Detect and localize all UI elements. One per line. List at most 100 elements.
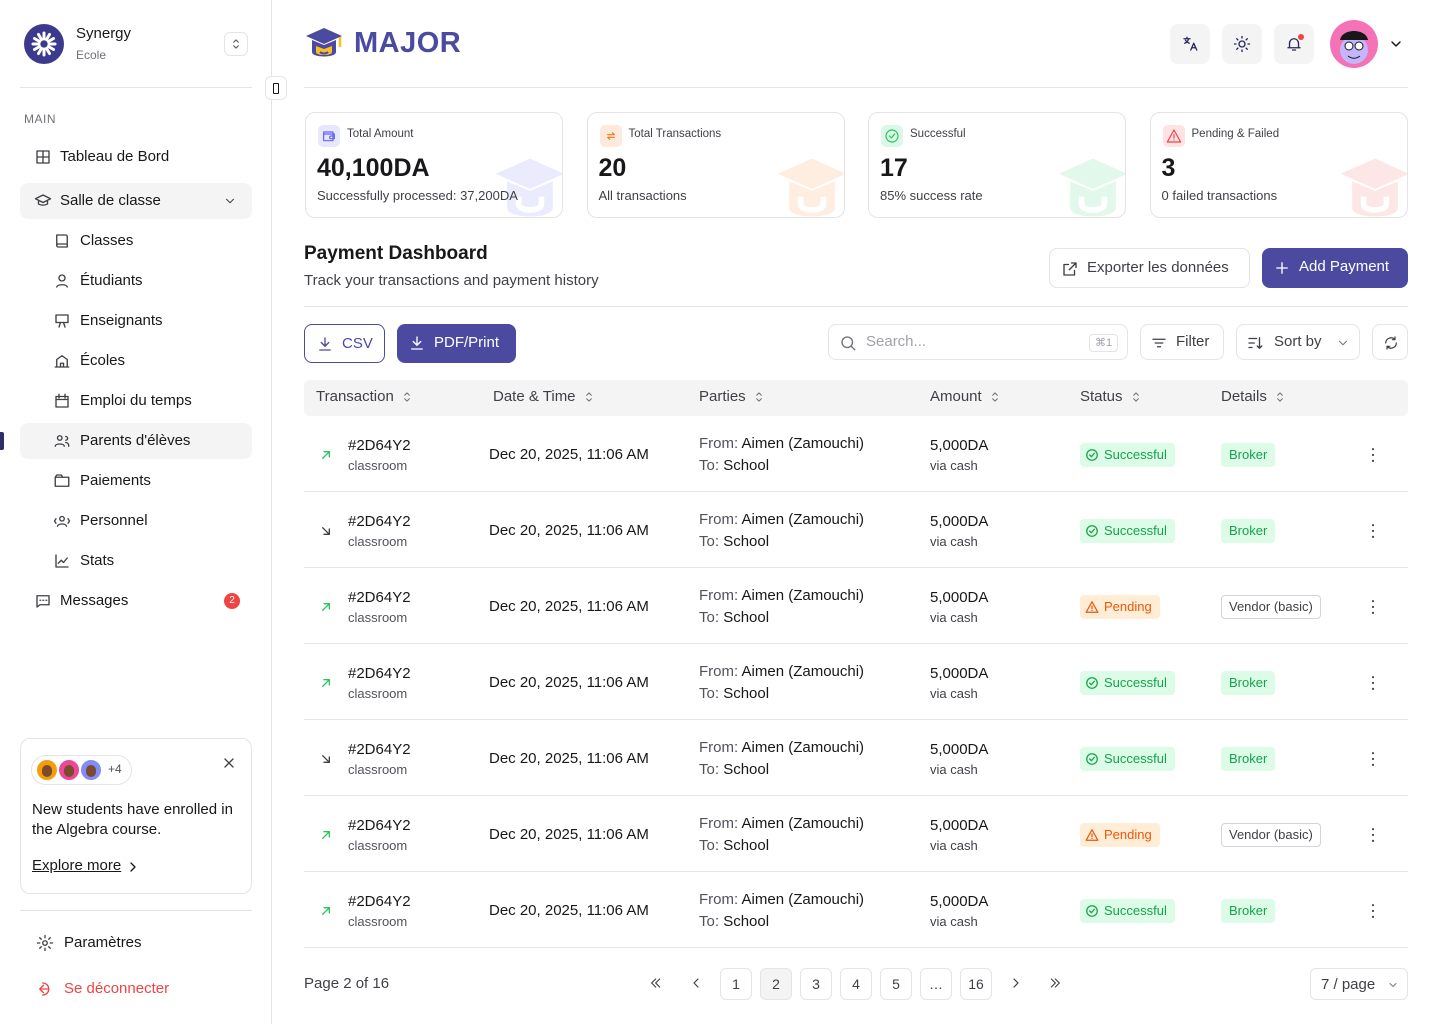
page-button[interactable]: 4 [840, 968, 872, 1000]
icon [318, 523, 334, 539]
stat-value: 20 [598, 154, 627, 182]
csv-button[interactable]: CSV [304, 324, 385, 363]
payment-method: via cash [930, 610, 978, 625]
from-label: From: [699, 435, 739, 452]
stat-icon [881, 125, 903, 147]
to-name: School [723, 761, 770, 778]
nav-subitem[interactable]: Personnel [20, 503, 252, 539]
nav-subitem[interactable]: Écoles [20, 343, 252, 379]
header-button[interactable] [1170, 24, 1210, 64]
details-badge: Broker [1221, 747, 1276, 771]
divider [304, 87, 1408, 88]
per-page-select[interactable]: 7 / page [1310, 968, 1408, 1000]
transaction-type: classroom [348, 838, 408, 853]
nav-subitem[interactable]: Paiements [20, 463, 252, 499]
nav-subitem[interactable]: Classes [20, 223, 252, 259]
page-button[interactable]: 16 [960, 968, 992, 1000]
column-header[interactable]: Parties [699, 388, 746, 405]
row-menu[interactable] [1363, 521, 1383, 541]
sort-button[interactable]: Sort by [1236, 324, 1360, 360]
nav-item[interactable]: Tableau de Bord [20, 139, 252, 175]
page-button[interactable]: 5 [880, 968, 912, 1000]
details-badge: Broker [1221, 519, 1276, 543]
nav-subitem[interactable]: Enseignants [20, 303, 252, 339]
row-menu[interactable] [1363, 825, 1383, 845]
icon [125, 859, 141, 875]
status-badge: Pending [1080, 595, 1160, 619]
icon [53, 352, 71, 370]
page-button[interactable]: 2 [760, 968, 792, 1000]
row-menu[interactable] [1363, 597, 1383, 617]
pdf-button[interactable]: PDF/Print [397, 324, 516, 363]
table-row: #2D64Y2 classroom Dec 20, 2025, 11:06 AM Fr… [304, 644, 1408, 720]
page-button[interactable]: … [920, 968, 952, 1000]
avatar-group: +4 [31, 755, 132, 785]
table-header [304, 380, 1408, 416]
search-input[interactable]: Search... ⌘1 [828, 324, 1128, 360]
page-button[interactable]: 3 [800, 968, 832, 1000]
transaction-type: classroom [348, 762, 408, 777]
stat-value: 17 [880, 154, 908, 182]
table-row: #2D64Y2 classroom Dec 20, 2025, 11:06 AM Fr… [304, 720, 1408, 796]
icon [53, 432, 71, 450]
column-header[interactable]: Status [1080, 388, 1123, 405]
user-avatar[interactable] [1330, 20, 1378, 68]
nav-subitem[interactable]: Emploi du temps [20, 383, 252, 419]
icon [1273, 259, 1291, 277]
to-label: To: [699, 913, 720, 930]
org-logo [24, 24, 64, 64]
promo-link[interactable]: Explore more [32, 857, 122, 874]
row-menu[interactable] [1363, 901, 1383, 921]
row-menu[interactable] [1363, 673, 1383, 693]
party-from: From: Aimen (Zamouchi) [699, 663, 864, 680]
org-switch[interactable] [224, 32, 248, 56]
promo-text: New students have enrolled in the Algebr… [32, 801, 233, 838]
divider [20, 87, 252, 88]
from-label: From: [699, 739, 739, 756]
column-header[interactable]: Amount [930, 388, 982, 405]
column-header[interactable]: Date & Time [493, 388, 576, 405]
icon [53, 552, 71, 570]
icon [1363, 445, 1383, 465]
header-button[interactable] [1274, 24, 1314, 64]
party-to: To: School [699, 457, 769, 474]
footer-item[interactable]: Se déconnecter [24, 971, 252, 1007]
icon [1166, 128, 1182, 144]
notification-dot [1298, 34, 1304, 40]
icon [53, 392, 71, 410]
transaction-id: #2D64Y2 [348, 513, 411, 530]
row-menu[interactable] [1363, 749, 1383, 769]
nav-item[interactable]: Salle de classe [20, 183, 252, 219]
icon [1246, 334, 1264, 352]
icon [318, 447, 334, 463]
icon [53, 272, 71, 290]
icon [1085, 904, 1099, 918]
footer-item[interactable]: Paramètres [24, 925, 252, 961]
section-label: MAIN [24, 112, 56, 126]
to-name: School [723, 913, 770, 930]
details-badge: Broker [1221, 899, 1276, 923]
nav-subitem[interactable]: Étudiants [20, 263, 252, 299]
amount: 5,000DA [930, 437, 989, 454]
row-menu[interactable] [1363, 445, 1383, 465]
icon [1085, 828, 1099, 842]
refresh-button[interactable] [1372, 324, 1408, 360]
column-header[interactable]: Transaction [316, 388, 394, 405]
nav-subitem[interactable]: Parents d'élèves [20, 423, 252, 459]
icon [1085, 676, 1099, 690]
add-payment-button[interactable]: Add Payment [1262, 248, 1408, 288]
icon [582, 390, 596, 404]
page-button[interactable]: 1 [720, 968, 752, 1000]
nav-subitem[interactable]: Stats [20, 543, 252, 579]
filter-button[interactable]: Filter [1140, 324, 1224, 360]
header-button[interactable] [1222, 24, 1262, 64]
status-label: Successful [1104, 903, 1167, 918]
export-button[interactable]: Exporter les données [1049, 248, 1250, 288]
stat-card: Successful 17 85% success rate [868, 112, 1126, 218]
collapse-button[interactable] [265, 76, 287, 100]
nav-item[interactable]: Messages 2 [20, 583, 252, 619]
column-header[interactable]: Details [1221, 388, 1267, 405]
icon [1363, 673, 1383, 693]
logo-icon [306, 28, 342, 57]
